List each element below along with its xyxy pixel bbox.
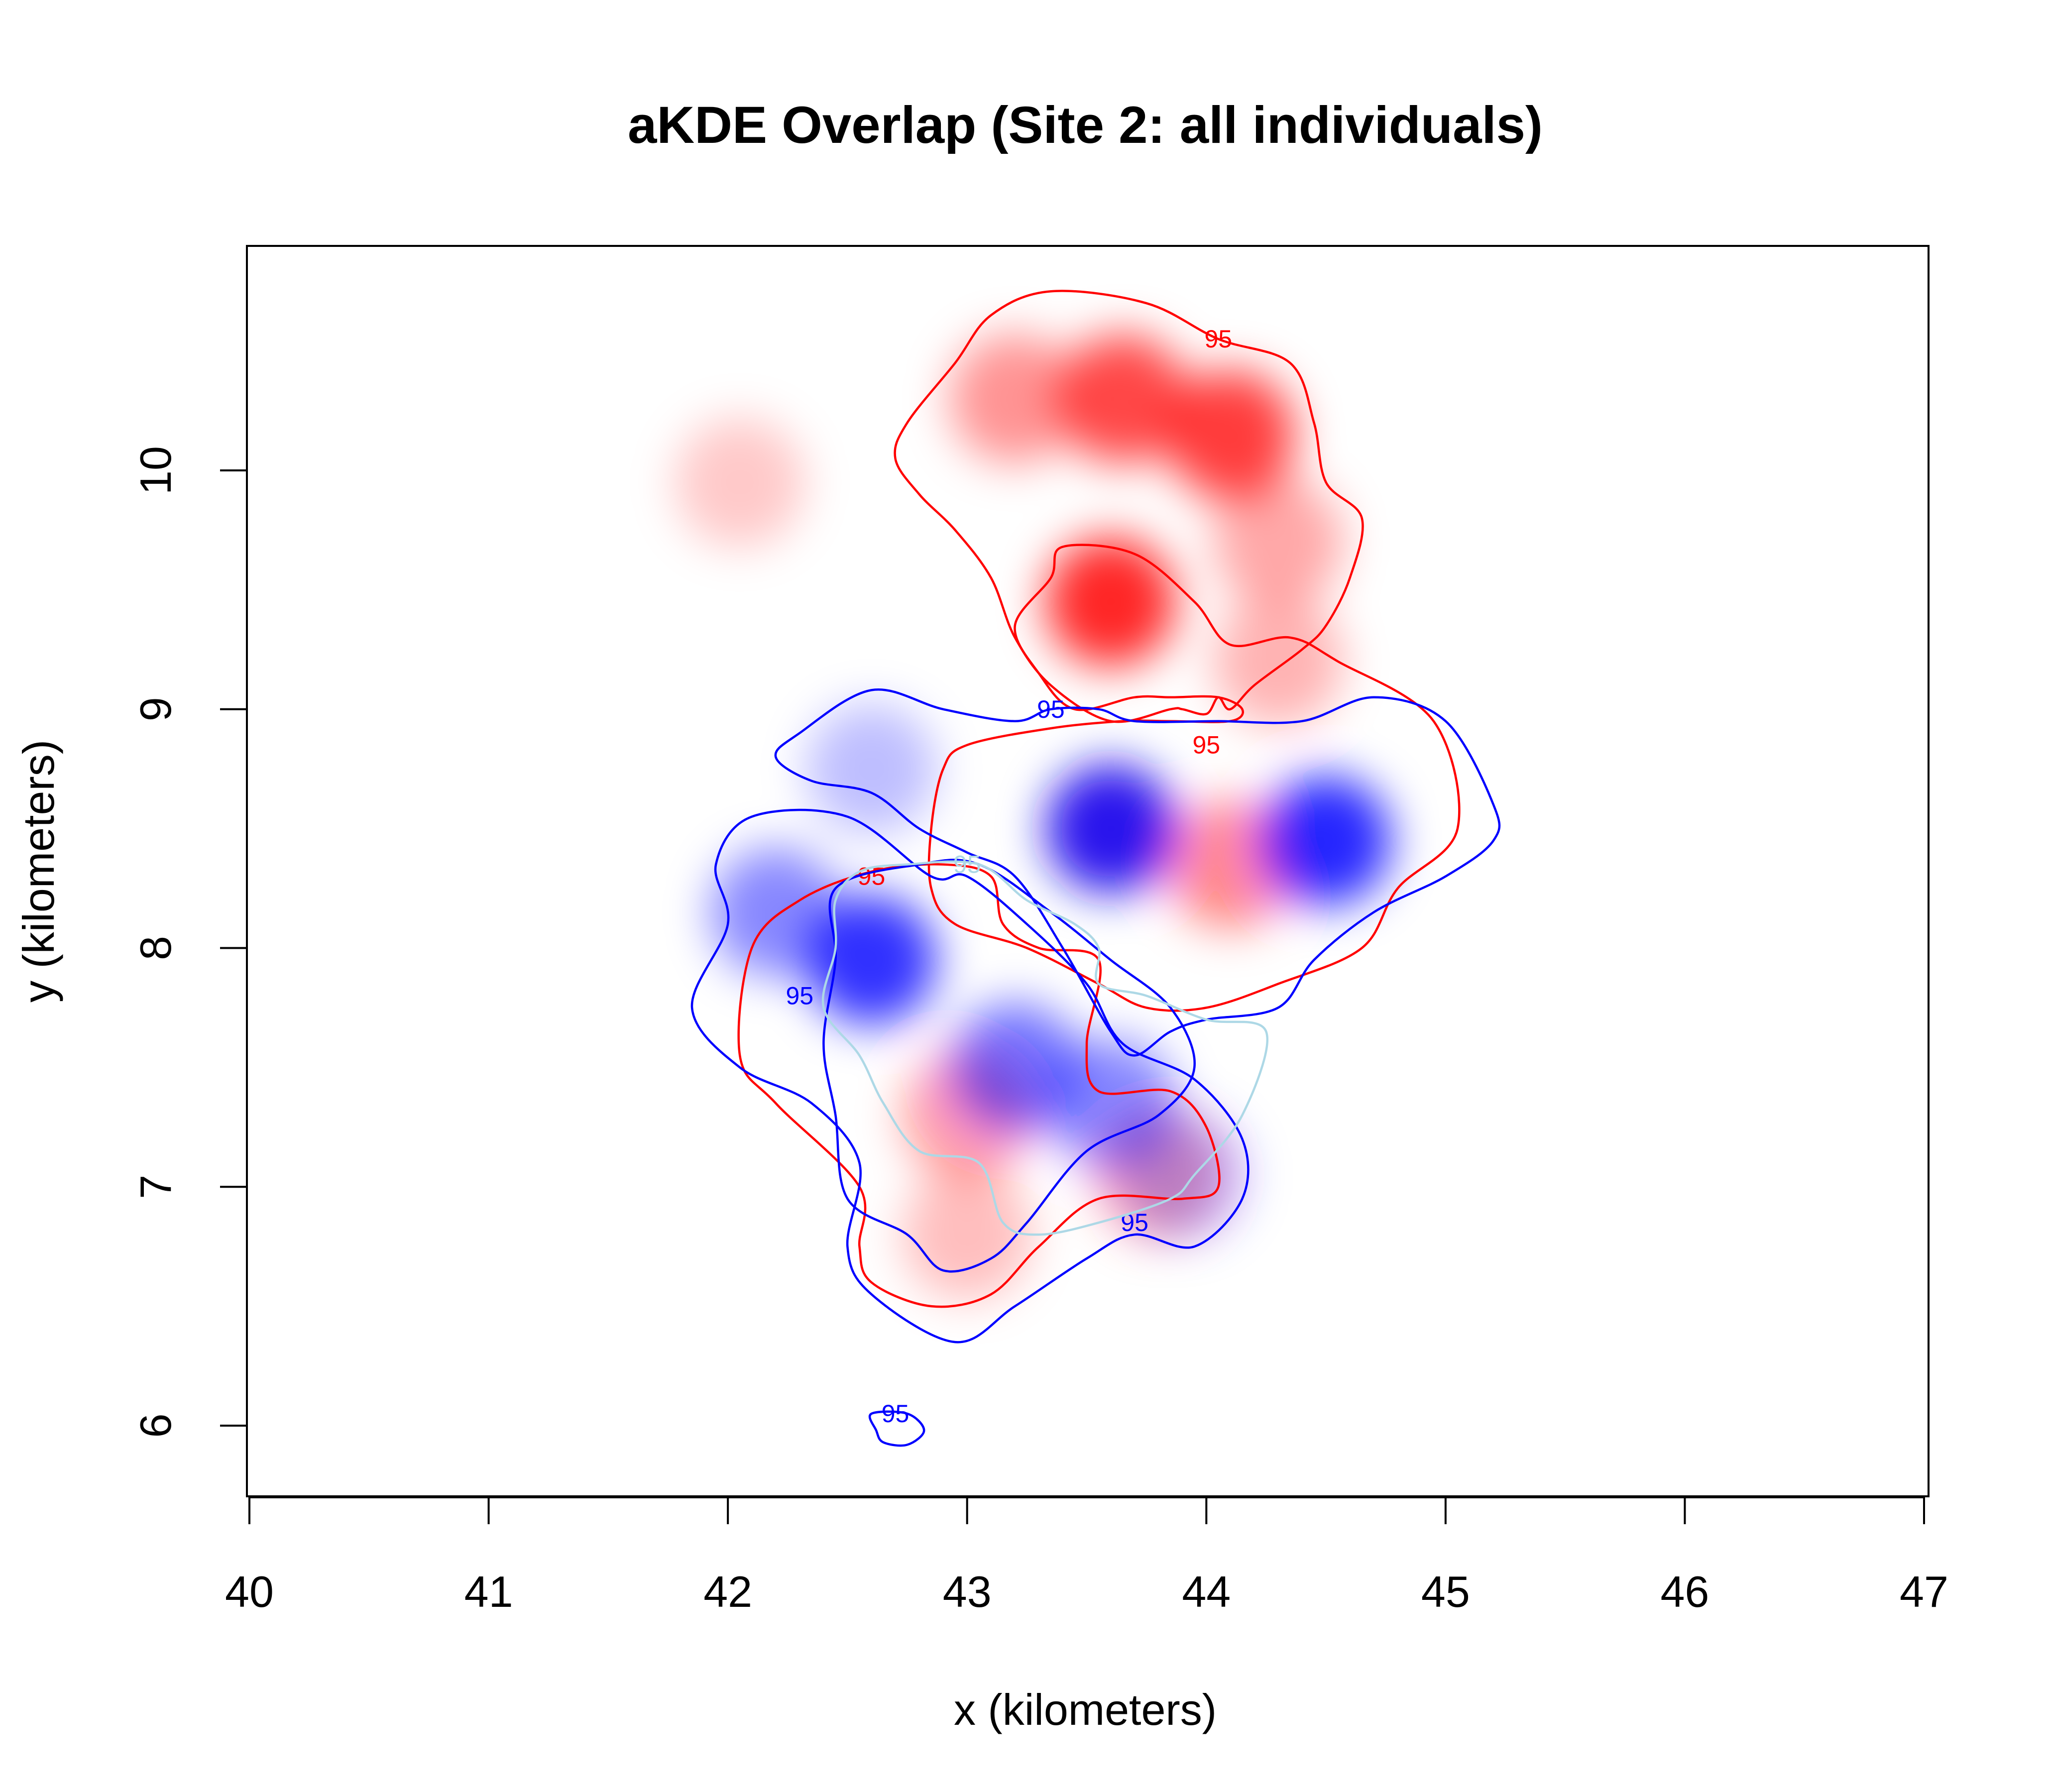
y-tick-label: 8 [131, 936, 180, 960]
x-tick-label: 47 [1900, 1567, 1948, 1616]
chart-title: aKDE Overlap (Site 2: all individuals) [628, 96, 1543, 154]
y-axis-title: y (kilometers) [14, 740, 63, 1003]
contour-red-1 [927, 544, 1461, 1012]
y-tick-label: 10 [131, 446, 180, 495]
density-blob-blue-14 [806, 895, 936, 1025]
x-tick-label: 45 [1421, 1567, 1470, 1616]
x-tick-label: 46 [1660, 1567, 1709, 1616]
density-blob-red-2 [950, 334, 1080, 464]
y-tick-label: 7 [131, 1175, 180, 1199]
contour-label-red-0: 95 [1205, 325, 1233, 353]
x-tick-label: 44 [1182, 1567, 1231, 1616]
y-tick-label: 6 [131, 1414, 180, 1438]
x-tick-label: 43 [943, 1567, 992, 1616]
contour-label-red-1: 95 [1192, 731, 1220, 759]
density-blob-red-5 [1213, 477, 1343, 607]
contour-label-blue-6: 95 [882, 1400, 910, 1428]
x-tick-label: 40 [225, 1567, 274, 1616]
y-axis: 6 7 8 9 10 [131, 446, 248, 1438]
x-tick-label: 41 [464, 1567, 513, 1616]
density-blob-blue-12 [1046, 764, 1176, 894]
density-blob-red-1 [1165, 370, 1295, 500]
x-axis: 40 41 42 43 44 45 46 47 [225, 1496, 1948, 1616]
density-blob-red-4 [675, 417, 805, 547]
density-blob-blue-18 [806, 704, 936, 834]
contour-red-2 [737, 863, 1221, 1308]
contour-lightblue-7 [821, 860, 1269, 1236]
y-tick-label: 9 [131, 697, 180, 721]
contour-blue-5 [822, 859, 1196, 1273]
contour-label-blue-3: 95 [1037, 695, 1065, 723]
density-blob-blue-15 [711, 847, 841, 977]
density-blob-red-0 [1058, 334, 1188, 464]
contour-blue-4 [690, 808, 1250, 1344]
x-axis-title: x (kilometers) [954, 1685, 1217, 1734]
density-blob-blue-13 [1261, 776, 1391, 905]
contour-red-0 [894, 290, 1364, 723]
contour-label-lightblue-7: 95 [953, 851, 981, 879]
density-blob-red-11 [902, 1170, 1032, 1300]
contour-blue-6 [868, 1410, 925, 1447]
density-blob-red-3 [1046, 537, 1176, 667]
density-surface [675, 334, 1391, 1300]
contour-blue-3 [774, 688, 1501, 1057]
x-tick-label: 42 [703, 1567, 752, 1616]
contour-label-blue-4: 95 [786, 982, 814, 1009]
